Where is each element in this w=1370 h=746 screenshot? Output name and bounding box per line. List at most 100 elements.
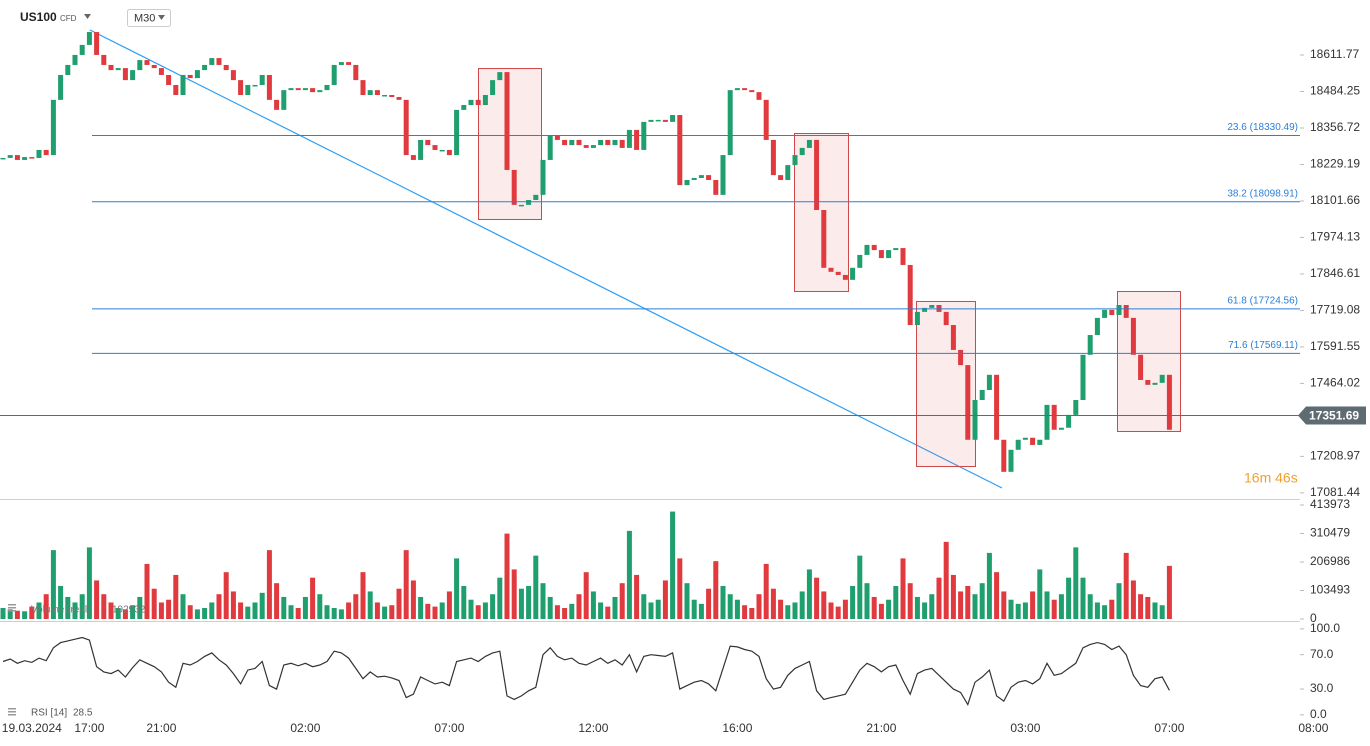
volume-bar [634, 574, 640, 619]
candle [403, 99, 409, 156]
volume-bar [288, 605, 294, 619]
candle [1015, 439, 1021, 450]
y-tick-label: 18229.19 [1310, 157, 1360, 171]
candle [979, 389, 985, 401]
y-tick-label: 103493 [1310, 583, 1350, 597]
candle [828, 267, 834, 272]
candle [79, 44, 85, 55]
volume-bar [770, 588, 776, 619]
volume-bar [641, 594, 647, 619]
rsi-line [2, 636, 1170, 706]
candle [216, 58, 222, 65]
candle [893, 248, 899, 251]
volume-bar [331, 607, 337, 619]
instrument-type: CFD [60, 14, 77, 23]
volume-bar [1037, 569, 1043, 619]
volume-bar [50, 550, 56, 619]
volume-bar [814, 577, 820, 619]
volume-bar [684, 583, 690, 619]
candle [115, 68, 121, 71]
volume-bar [122, 609, 128, 619]
volume-bar [72, 602, 78, 619]
candle [1073, 400, 1079, 415]
volume-bar [360, 572, 366, 619]
volume-bar [979, 583, 985, 619]
volume-legend-name: Volume (real) [31, 605, 90, 616]
candle [562, 139, 568, 146]
candle [1051, 404, 1057, 430]
candle [144, 60, 150, 65]
dropdown-arrow[interactable] [158, 15, 165, 20]
symbol[interactable]: US100 [20, 10, 57, 24]
candle [1008, 449, 1014, 472]
candle [835, 271, 841, 275]
volume-bar [310, 577, 316, 619]
candle [223, 64, 229, 71]
candle [410, 155, 416, 160]
volume-bar [1044, 591, 1050, 619]
volume-bar [734, 599, 740, 619]
y-tick-label: 18101.66 [1310, 193, 1360, 207]
volume-bar [943, 541, 949, 619]
volume-bar [994, 572, 1000, 619]
candle [540, 159, 546, 195]
volume-bar [1152, 602, 1158, 619]
volume-bar [338, 609, 344, 619]
candle [1138, 354, 1144, 380]
candle [511, 169, 517, 205]
candle [374, 90, 380, 95]
volume-bar [101, 594, 107, 619]
candle [317, 90, 323, 93]
volume-bar [396, 588, 402, 619]
x-tick-label: 03:00 [1010, 721, 1040, 735]
indicator-icon[interactable] [8, 604, 16, 716]
volume-bar [1130, 580, 1136, 619]
volume-bar [965, 585, 971, 619]
volume-bar [252, 602, 258, 619]
volume-bar [605, 606, 611, 619]
volume-bar [648, 602, 654, 619]
timeframe[interactable]: M30 [134, 12, 155, 24]
volume-bar [547, 596, 553, 619]
volume-bar [29, 606, 35, 619]
candle [814, 139, 820, 211]
volume-bar [1008, 599, 1014, 619]
volume-bar [785, 605, 791, 619]
volume-bar [742, 605, 748, 619]
timeframe-box[interactable] [127, 9, 171, 27]
candle [778, 175, 784, 180]
volume-bar [1001, 591, 1007, 619]
volume-bar [698, 603, 704, 619]
volume-bar [562, 607, 568, 619]
volume-bar [914, 596, 920, 619]
candle [1030, 437, 1036, 445]
candle [389, 94, 395, 97]
candle [1058, 427, 1064, 430]
volume-bar [382, 606, 388, 619]
candle [202, 64, 208, 71]
volume-bar [353, 594, 359, 619]
dropdown-arrow[interactable] [84, 14, 91, 19]
volume-bar [778, 599, 784, 619]
volume-bar [1030, 591, 1036, 619]
volume-bar [1087, 594, 1093, 619]
candle [770, 139, 776, 176]
volume-bar [569, 603, 575, 619]
volume-bar [1066, 577, 1072, 619]
volume-bar [821, 591, 827, 619]
volume-bar [612, 596, 618, 619]
candle [972, 400, 978, 440]
volume-bar [65, 596, 71, 619]
last-price-label: 17351.69 [1309, 409, 1359, 423]
volume-bar [1138, 594, 1144, 619]
volume-bar [842, 599, 848, 619]
volume-bar [1102, 605, 1108, 619]
candle [446, 149, 452, 156]
volume-bar [216, 594, 222, 619]
candle [158, 68, 164, 75]
candle [605, 139, 611, 146]
volume-bar [929, 594, 935, 619]
volume-bar [346, 602, 352, 619]
volume-bar [727, 594, 733, 619]
candle [785, 165, 791, 180]
